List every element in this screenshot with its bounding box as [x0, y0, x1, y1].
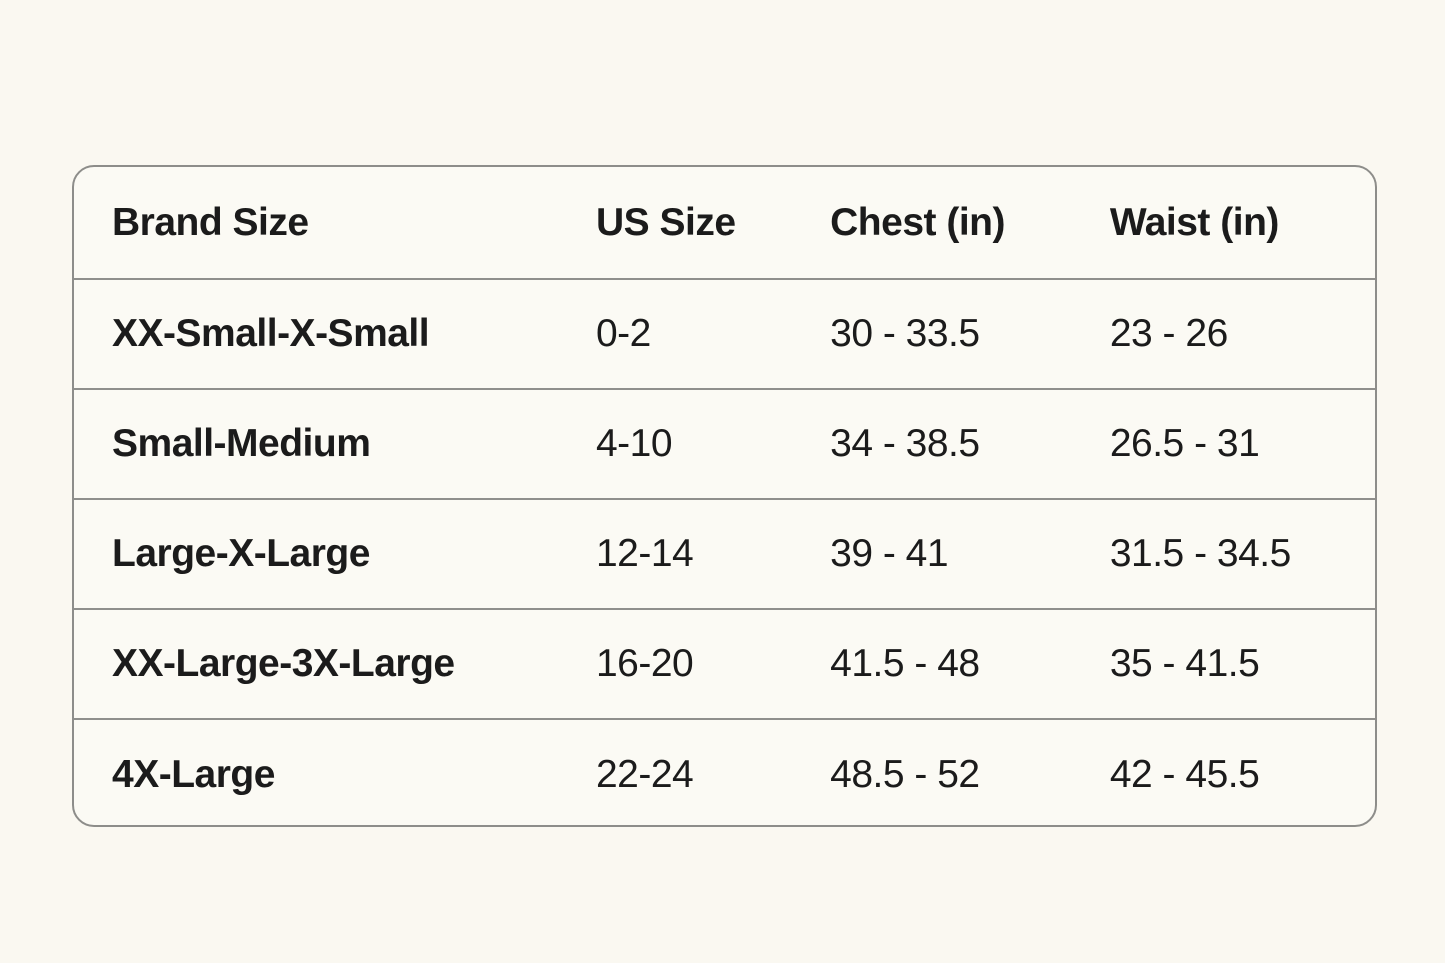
cell-chest: 34 - 38.5	[830, 422, 980, 465]
header-row: Brand Size US Size Chest (in) Waist (in)	[74, 167, 1375, 279]
table-row: Small-Medium 4-10 34 - 38.5 26.5 - 31	[74, 389, 1375, 499]
cell-waist: 35 - 41.5	[1109, 642, 1260, 685]
cell-us-size: 22-24	[595, 752, 694, 796]
cell-us-size: 0-2	[595, 312, 651, 355]
cell-chest: 41.5 - 48	[830, 642, 980, 685]
cell-brand-size: Small-Medium	[112, 422, 371, 465]
table-row: Large-X-Large 12-14 39 - 41 31.5 - 34.5	[74, 499, 1375, 609]
cell-waist: 31.5 - 34.5	[1109, 532, 1291, 575]
size-chart-header: Brand Size US Size Chest (in) Waist (in)	[74, 167, 1375, 279]
column-header-waist: Waist (in)	[1109, 200, 1280, 244]
column-header-chest: Chest (in)	[830, 200, 1005, 244]
cell-waist: 23 - 26	[1109, 312, 1228, 355]
size-chart-body: XX-Small-X-Small 0-2 30 - 33.5 23 - 26 S…	[74, 279, 1375, 825]
cell-brand-size: XX-Large-3X-Large	[112, 642, 455, 685]
cell-chest: 48.5 - 52	[830, 752, 980, 796]
table-row: XX-Large-3X-Large 16-20 41.5 - 48 35 - 4…	[74, 609, 1375, 719]
cell-chest: 30 - 33.5	[830, 312, 980, 355]
cell-brand-size: 4X-Large	[112, 752, 275, 796]
column-header-brand-size: Brand Size	[112, 200, 309, 244]
cell-us-size: 4-10	[595, 422, 673, 465]
table-row: 4X-Large 22-24 48.5 - 52 42 - 45.5	[74, 719, 1375, 825]
cell-brand-size: Large-X-Large	[112, 532, 370, 575]
cell-chest: 39 - 41	[830, 532, 949, 575]
table-row: XX-Small-X-Small 0-2 30 - 33.5 23 - 26	[74, 279, 1375, 389]
column-header-us-size: US Size	[595, 200, 736, 244]
cell-waist: 42 - 45.5	[1109, 752, 1260, 796]
cell-waist: 26.5 - 31	[1109, 422, 1260, 465]
cell-brand-size: XX-Small-X-Small	[112, 312, 430, 355]
size-chart-card: Brand Size US Size Chest (in) Waist (in)…	[72, 165, 1377, 827]
cell-us-size: 12-14	[595, 532, 694, 575]
size-chart-table: Brand Size US Size Chest (in) Waist (in)…	[74, 167, 1375, 825]
cell-us-size: 16-20	[595, 642, 694, 685]
